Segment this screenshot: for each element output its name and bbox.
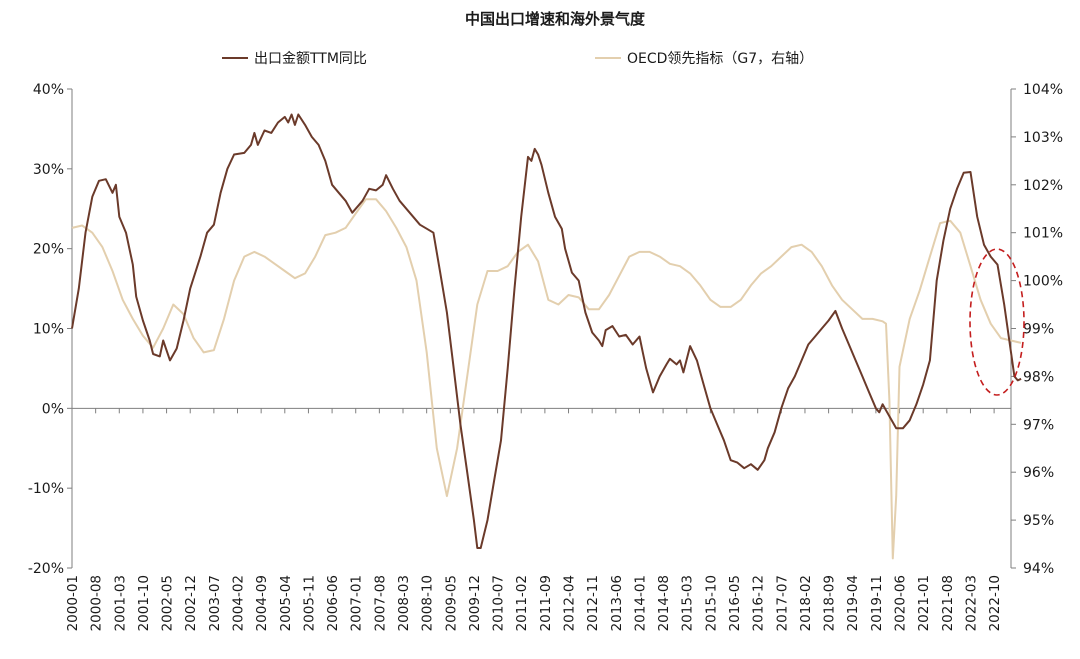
- x-tick-label: 2010-07: [491, 575, 507, 631]
- x-tick-label: 2008-10: [420, 575, 436, 631]
- x-tick-label: 2018-02: [798, 575, 814, 631]
- x-tick-label: 2002-12: [183, 575, 199, 631]
- x-tick-label: 2016-05: [727, 575, 743, 631]
- x-tick-label: 2022-10: [987, 575, 1003, 631]
- x-tick-label: 2008-03: [396, 575, 412, 631]
- y-right-tick-label: 96%: [1023, 465, 1054, 481]
- legend-label-oecd: OECD领先指标（G7，右轴）: [627, 51, 813, 67]
- x-tick-label: 2005-04: [278, 575, 294, 631]
- y-right-tick-label: 103%: [1023, 130, 1063, 146]
- y-left-tick-label: 40%: [33, 82, 64, 98]
- x-tick-label: 2014-01: [632, 575, 648, 631]
- y-left-tick-label: 0%: [42, 401, 64, 417]
- y-left-tick-label: -10%: [28, 481, 64, 497]
- y-left-tick-label: 30%: [33, 162, 64, 178]
- x-tick-label: 2012-11: [585, 575, 601, 631]
- x-tick-label: 2015-03: [680, 575, 696, 631]
- x-tick-label: 2021-08: [940, 575, 956, 631]
- x-tick-label: 2007-08: [372, 575, 388, 631]
- x-tick-label: 2018-09: [822, 575, 838, 631]
- x-tick-label: 2021-01: [916, 575, 932, 631]
- x-tick-label: 2003-07: [207, 575, 223, 631]
- x-tick-label: 2017-07: [774, 575, 790, 631]
- chart-title: 中国出口增速和海外景气度: [465, 10, 646, 28]
- y-right-tick-label: 97%: [1023, 417, 1054, 433]
- x-tick-label: 2012-04: [562, 575, 578, 631]
- x-tick-label: 2005-11: [301, 575, 317, 631]
- y-right-tick-label: 94%: [1023, 561, 1054, 577]
- x-tick-label: 2000-01: [65, 575, 81, 631]
- x-tick-label: 2022-03: [963, 575, 979, 631]
- x-tick-label: 2001-03: [112, 575, 128, 631]
- y-right-tick-label: 100%: [1023, 274, 1063, 290]
- x-tick-label: 2011-02: [514, 575, 530, 631]
- x-tick-label: 2007-01: [349, 575, 365, 631]
- y-right-tick-label: 104%: [1023, 82, 1063, 98]
- y-left-tick-label: -20%: [28, 561, 64, 577]
- x-tick-label: 2004-02: [231, 575, 247, 631]
- y-right-tick-label: 98%: [1023, 369, 1054, 385]
- x-tick-label: 2014-08: [656, 575, 672, 631]
- x-tick-label: 2011-09: [538, 575, 554, 631]
- x-tick-label: 2009-05: [443, 575, 459, 631]
- x-tick-label: 2019-04: [845, 575, 861, 631]
- y-right-tick-label: 99%: [1023, 322, 1054, 338]
- x-tick-label: 2009-12: [467, 575, 483, 631]
- axes: -20% -10% 0% 10% 20% 30% 40% 94% 95% 96% 97% 98% 99%…: [28, 82, 1063, 631]
- x-tick-label: 2019-11: [869, 575, 885, 631]
- x-tick-label: 2013-06: [609, 575, 625, 631]
- y-right-tick-label: 95%: [1023, 513, 1054, 529]
- y-right-tick-label: 102%: [1023, 178, 1063, 194]
- highlight-circle: [969, 248, 1025, 396]
- series-export-line: [71, 113, 1022, 549]
- y-left-tick-label: 10%: [33, 322, 64, 338]
- x-tick-label: 2002-05: [160, 575, 176, 631]
- legend: 出口金额TTM同比 OECD领先指标（G7，右轴）: [222, 51, 813, 67]
- x-tick-label: 2001-10: [136, 575, 152, 631]
- series-oecd-line: [71, 198, 1022, 560]
- x-tick-label: 2020-06: [893, 575, 909, 631]
- x-tick-label: 2016-12: [751, 575, 767, 631]
- x-tick-label: 2000-08: [89, 575, 105, 631]
- y-left-tick-label: 20%: [33, 242, 64, 258]
- x-tick-label: 2015-10: [703, 575, 719, 631]
- legend-label-export: 出口金额TTM同比: [254, 51, 367, 67]
- x-tick-label: 2006-06: [325, 575, 341, 631]
- y-right-tick-label: 101%: [1023, 226, 1063, 242]
- series-lines: [71, 113, 1022, 560]
- x-tick-label: 2004-09: [254, 575, 270, 631]
